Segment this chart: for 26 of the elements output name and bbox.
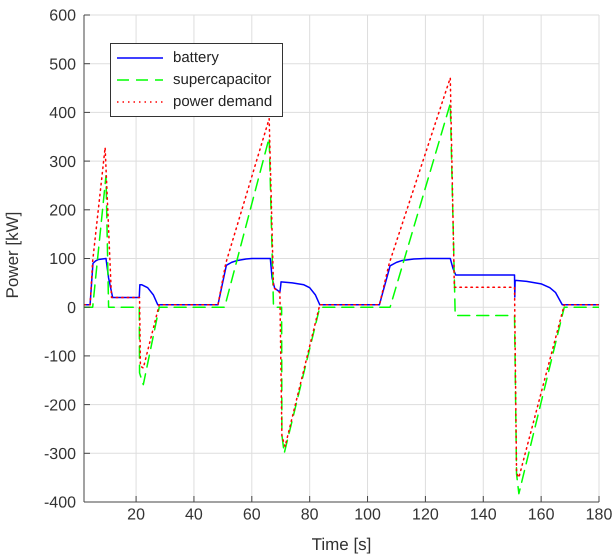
y-tick-label: 600 xyxy=(49,8,76,25)
y-tick-label: -300 xyxy=(44,446,76,463)
line-series xyxy=(84,258,599,306)
y-tick-label: 300 xyxy=(49,154,76,171)
y-tick-label: 200 xyxy=(49,202,76,220)
x-tick-label: 160 xyxy=(528,506,555,524)
x-axis-title: Time [s] xyxy=(312,535,372,554)
x-tick-label: 80 xyxy=(300,506,319,524)
y-tick-label: -200 xyxy=(44,397,76,414)
x-tick-label: 40 xyxy=(185,506,203,524)
y-tick-label: 500 xyxy=(49,56,76,74)
x-tick-label: 120 xyxy=(412,506,439,524)
y-tick-label: 400 xyxy=(49,105,76,122)
y-axis-title: Power [kW] xyxy=(3,212,22,298)
x-tick-label: 60 xyxy=(242,506,261,524)
x-tick-label: 140 xyxy=(470,506,497,524)
legend-label: supercapacitor xyxy=(173,71,272,89)
y-tick-label: -400 xyxy=(44,494,76,512)
legend-label: power demand xyxy=(173,93,272,111)
x-tick-label: 20 xyxy=(127,506,146,524)
y-tick-label: 100 xyxy=(49,251,76,268)
y-tick-label: 0 xyxy=(67,300,76,317)
x-tick-label: 100 xyxy=(354,506,381,524)
legend-label: battery xyxy=(173,49,219,67)
x-tick-label: 180 xyxy=(586,506,612,524)
y-tick-label: -100 xyxy=(44,348,76,366)
